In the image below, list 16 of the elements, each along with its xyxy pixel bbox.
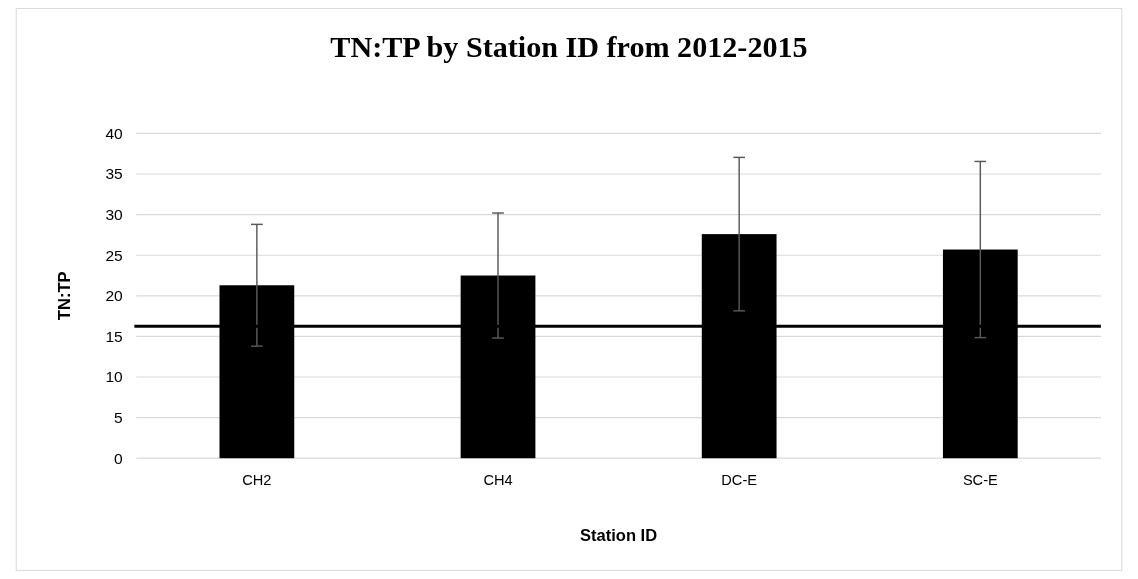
y-tick-label: 0 <box>114 449 124 467</box>
x-axis-title: Station ID <box>580 525 658 545</box>
y-tick-label: 25 <box>105 246 123 264</box>
x-tick-label: CH2 <box>242 472 272 489</box>
x-tick-label: DC-E <box>721 472 758 489</box>
y-tick-label: 10 <box>105 368 124 386</box>
y-tick-label: 40 <box>105 124 124 142</box>
y-tick-label: 20 <box>105 287 124 305</box>
y-tick-label: 15 <box>105 327 123 345</box>
y-tick-label: 5 <box>114 409 123 427</box>
y-tick-label: 30 <box>105 206 124 224</box>
x-tick-label: SC-E <box>962 472 998 489</box>
y-axis-title: TN:TP <box>55 271 75 321</box>
y-tick-label: 35 <box>105 165 123 183</box>
x-tick-label: CH4 <box>483 472 513 489</box>
chart-title: TN:TP by Station ID from 2012-2015 <box>330 29 808 64</box>
